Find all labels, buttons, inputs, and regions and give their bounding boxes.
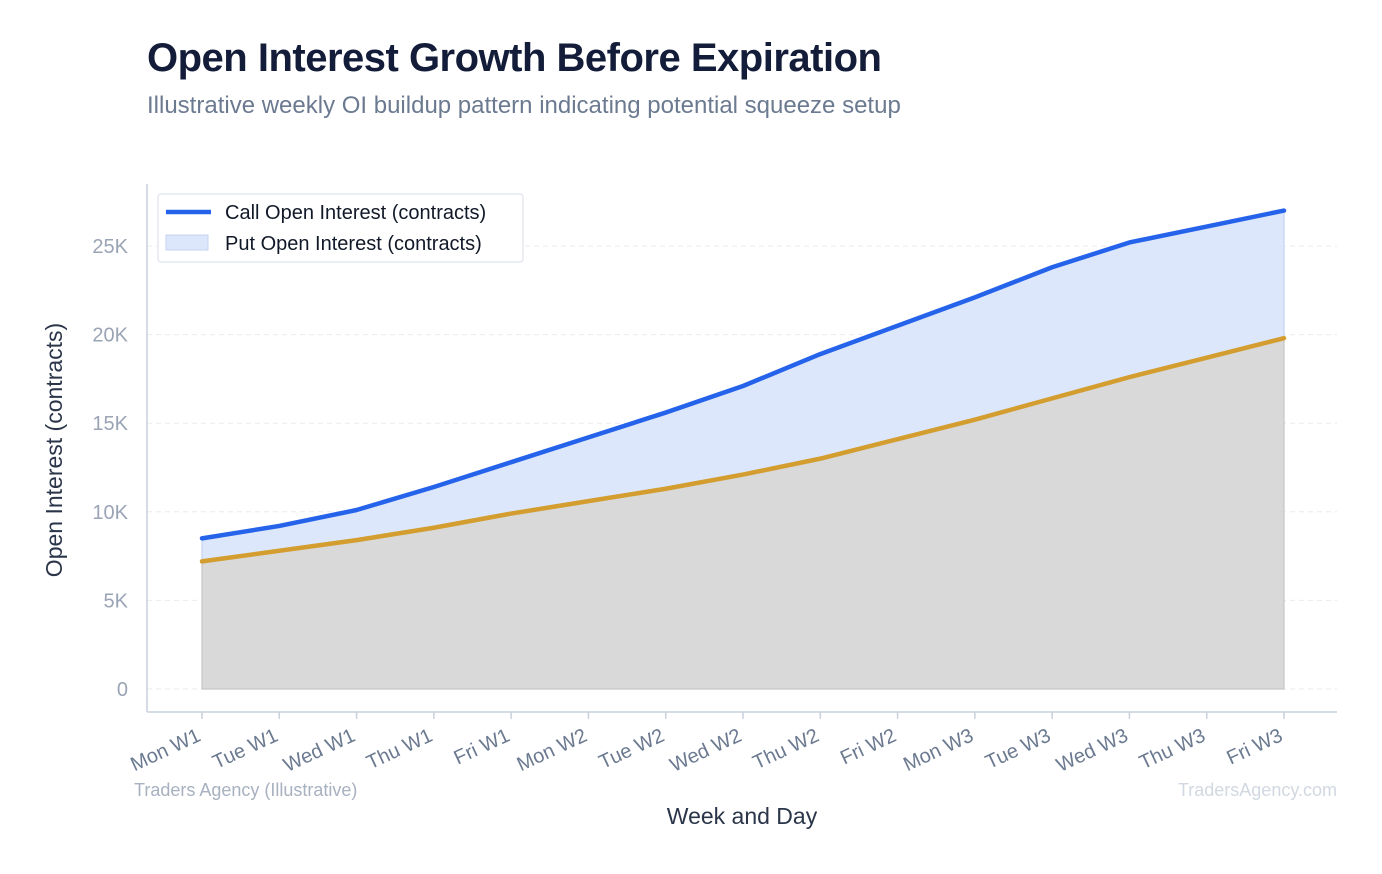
- legend-box: [157, 193, 524, 263]
- legend-call-label: Call Open Interest (contracts): [225, 202, 486, 224]
- x-tick-label: Mon W3: [900, 725, 977, 776]
- x-tick-label: Tue W1: [209, 725, 281, 774]
- x-tick-label: Fri W1: [451, 725, 514, 770]
- source-note: Traders Agency (Illustrative): [134, 780, 357, 800]
- x-axis-title: Week and Day: [667, 803, 818, 829]
- x-tick-label: Tue W3: [982, 725, 1054, 774]
- x-tick-label: Fri W2: [837, 725, 900, 770]
- watermark: TradersAgency.com: [1178, 780, 1337, 800]
- call-series-line: [199, 208, 1287, 541]
- y-tick-label: 0: [117, 679, 128, 701]
- series-areas: [201, 210, 1285, 690]
- legend: Call Open Interest (contracts) Put Open …: [157, 193, 524, 263]
- y-tick-label: 20K: [92, 325, 128, 347]
- x-tick-label: Fri W3: [1223, 725, 1286, 770]
- x-tick-label: Thu W1: [363, 725, 436, 775]
- x-tick-label: Wed W2: [667, 725, 745, 777]
- x-tick-label: Tue W2: [596, 725, 668, 774]
- x-tick-label: Thu W3: [1136, 725, 1209, 775]
- x-tick-label: Wed W1: [280, 725, 358, 777]
- put-series-line: [199, 335, 1287, 564]
- x-tick-label: Thu W2: [750, 725, 823, 775]
- chart-title: Open Interest Growth Before Expiration: [147, 36, 882, 80]
- y-tick-label: 5K: [104, 590, 129, 612]
- x-tick-label: Mon W2: [514, 725, 591, 776]
- y-tick-labels: 0 5K 10K 15K 20K 25K: [92, 236, 128, 701]
- legend-put-swatch: [165, 234, 209, 251]
- y-tick-label: 25K: [92, 236, 128, 258]
- y-tick-label: 15K: [92, 413, 128, 435]
- y-axis-title: Open Interest (contracts): [41, 323, 67, 577]
- y-tick-label: 10K: [92, 502, 128, 524]
- axes: [146, 184, 1337, 719]
- x-tick-label: Wed W3: [1053, 725, 1131, 777]
- legend-put-label: Put Open Interest (contracts): [225, 233, 482, 255]
- chart-subtitle: Illustrative weekly OI buildup pattern i…: [147, 92, 901, 119]
- series-lines: [199, 208, 1287, 564]
- x-tick-label: Mon W1: [127, 725, 204, 776]
